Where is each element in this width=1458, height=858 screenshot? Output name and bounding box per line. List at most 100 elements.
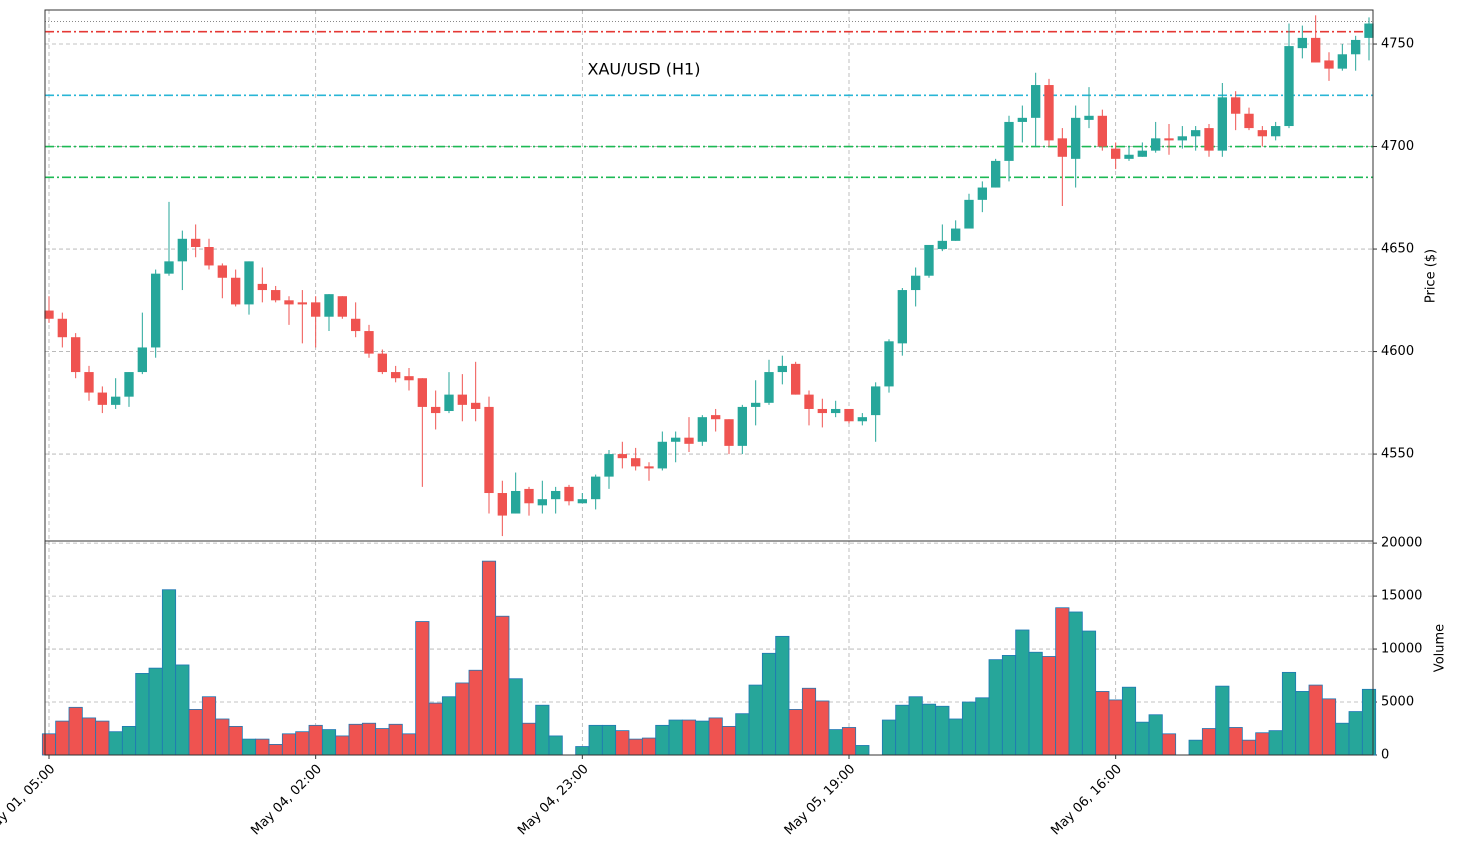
plot-area: 4550 4600 4650 4700 4750 0 5000 10000 15000 20000… bbox=[0, 10, 1422, 838]
candle-body bbox=[591, 476, 601, 500]
candle-body bbox=[1071, 117, 1081, 159]
y-tick-label: 4600 bbox=[1381, 344, 1414, 359]
candle-body bbox=[44, 310, 54, 319]
volume-bar bbox=[388, 723, 403, 756]
candle-body bbox=[471, 402, 481, 409]
candle-body bbox=[351, 318, 361, 332]
candle-body bbox=[431, 406, 441, 414]
candle-body bbox=[1151, 138, 1161, 151]
candle-body bbox=[444, 394, 454, 412]
candle-body bbox=[1364, 23, 1374, 38]
volume-bar bbox=[68, 706, 83, 756]
candle-body bbox=[111, 396, 121, 405]
y-tick-label: 20000 bbox=[1381, 536, 1422, 551]
volume-bar bbox=[455, 682, 470, 756]
candle-body bbox=[84, 372, 94, 393]
volume-bar bbox=[95, 720, 110, 756]
volume-bar bbox=[1081, 630, 1097, 756]
candle-body bbox=[324, 294, 334, 317]
volume-bar bbox=[1215, 685, 1230, 756]
candle-body bbox=[1004, 121, 1014, 161]
candle-body bbox=[871, 386, 881, 416]
candle-body bbox=[151, 273, 161, 348]
volume-bar bbox=[1055, 607, 1070, 756]
volume-bar bbox=[495, 615, 510, 756]
candle-body bbox=[511, 490, 521, 514]
volume-bar bbox=[1255, 732, 1270, 756]
volume-bar bbox=[921, 703, 937, 756]
volume-bar bbox=[668, 719, 683, 756]
candle-body bbox=[1031, 85, 1041, 118]
candle-body bbox=[1191, 130, 1201, 137]
candle-body bbox=[257, 283, 267, 291]
candle-body bbox=[164, 261, 174, 274]
volume-bar bbox=[361, 722, 377, 756]
y-tick-label: 4700 bbox=[1381, 139, 1414, 154]
volume-bar bbox=[748, 684, 763, 756]
volume-bar bbox=[721, 725, 737, 756]
volume-bar bbox=[615, 730, 630, 756]
candle-body bbox=[1337, 54, 1347, 69]
candle-body bbox=[937, 240, 947, 250]
candle-body bbox=[764, 372, 774, 403]
candle-body bbox=[404, 376, 414, 381]
volume-bar bbox=[348, 723, 363, 756]
candle-body bbox=[177, 238, 187, 262]
volume-bar bbox=[1001, 655, 1017, 756]
volume-bar bbox=[415, 621, 430, 756]
y-axis-label: Price ($) bbox=[1424, 249, 1439, 303]
candle-body bbox=[497, 493, 507, 516]
candle-body bbox=[1351, 39, 1361, 55]
candle-body bbox=[271, 290, 281, 301]
volume-bar bbox=[255, 738, 270, 756]
candle-body bbox=[484, 406, 494, 494]
volume-bar bbox=[335, 735, 350, 756]
volume-bar bbox=[935, 705, 950, 756]
candle-body bbox=[564, 486, 574, 502]
volume-bar bbox=[828, 729, 843, 756]
candle-body bbox=[1284, 46, 1294, 127]
candle-body bbox=[551, 490, 561, 500]
volume-bar bbox=[241, 738, 257, 756]
volume-bar bbox=[548, 735, 563, 756]
volume-bar bbox=[655, 724, 670, 756]
volume-bar bbox=[1295, 691, 1310, 756]
candle-body bbox=[1164, 138, 1174, 141]
candle-body bbox=[364, 331, 374, 354]
volume-bar bbox=[1095, 691, 1110, 756]
volume-bar bbox=[41, 733, 57, 756]
candle-body bbox=[337, 296, 347, 317]
volume-bar bbox=[161, 589, 177, 756]
volume-bar bbox=[1015, 629, 1030, 756]
candle-body bbox=[604, 454, 614, 477]
candle-body bbox=[644, 466, 654, 469]
candle-body bbox=[657, 441, 667, 469]
candle-body bbox=[777, 365, 787, 373]
volume-bar bbox=[708, 717, 723, 756]
y-tick-label: 4650 bbox=[1381, 242, 1414, 257]
volume-bar bbox=[895, 704, 910, 756]
volume-bar bbox=[801, 687, 817, 756]
y-tick-label: 10000 bbox=[1381, 642, 1422, 657]
candle-body bbox=[711, 415, 721, 420]
candle-body bbox=[1097, 115, 1107, 147]
volume-bar bbox=[121, 725, 137, 756]
candle-body bbox=[284, 300, 294, 305]
volume-bar bbox=[1268, 730, 1283, 756]
volume-bar bbox=[1361, 688, 1377, 756]
volume-bar bbox=[228, 725, 243, 756]
volume-bar bbox=[481, 560, 497, 756]
y-tick-label: 4750 bbox=[1381, 37, 1414, 52]
candle-body bbox=[191, 238, 201, 248]
y-tick-label: 4550 bbox=[1381, 447, 1414, 462]
volume-bar bbox=[841, 727, 857, 756]
candle-body bbox=[924, 244, 934, 276]
candle-body bbox=[844, 408, 854, 422]
candle-body bbox=[724, 419, 734, 446]
candle-body bbox=[524, 488, 534, 504]
candle-body bbox=[97, 392, 107, 405]
volume-bar bbox=[588, 724, 603, 756]
candle-body bbox=[124, 372, 134, 397]
candle-body bbox=[1124, 154, 1134, 159]
candle-body bbox=[737, 406, 747, 446]
